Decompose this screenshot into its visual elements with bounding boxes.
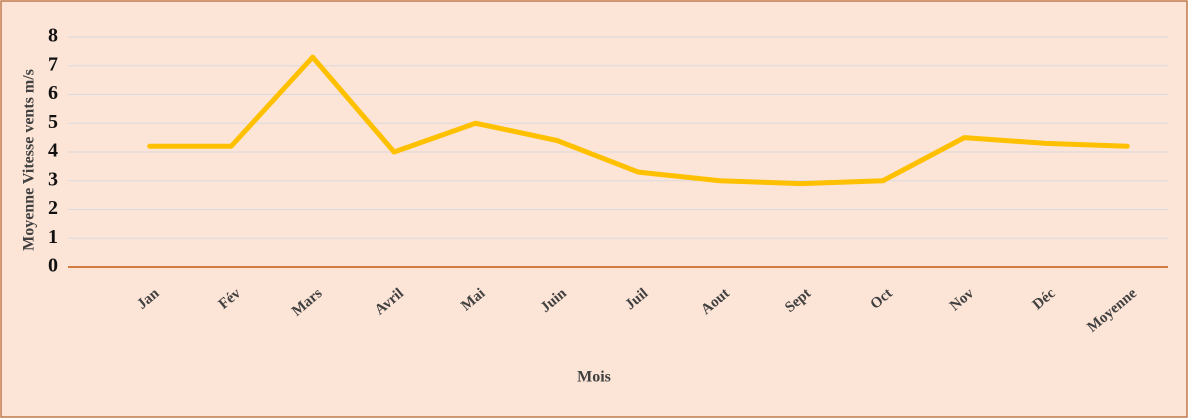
y-tick-label: 5 [48, 111, 58, 133]
x-axis-label: Mois [577, 369, 611, 386]
y-tick-label: 7 [48, 53, 58, 75]
data-line [147, 54, 1130, 187]
y-tick-label: 4 [48, 140, 58, 162]
y-tick-label: 1 [48, 226, 58, 248]
y-tick-label: 2 [48, 197, 58, 219]
y-tick-label: 0 [48, 255, 58, 277]
y-axis-label: Moyenne Vitesse vents m/s [21, 69, 38, 251]
y-tick-label: 8 [48, 25, 58, 47]
y-tick-label: 6 [48, 82, 58, 104]
y-tick-label: 3 [48, 168, 58, 190]
